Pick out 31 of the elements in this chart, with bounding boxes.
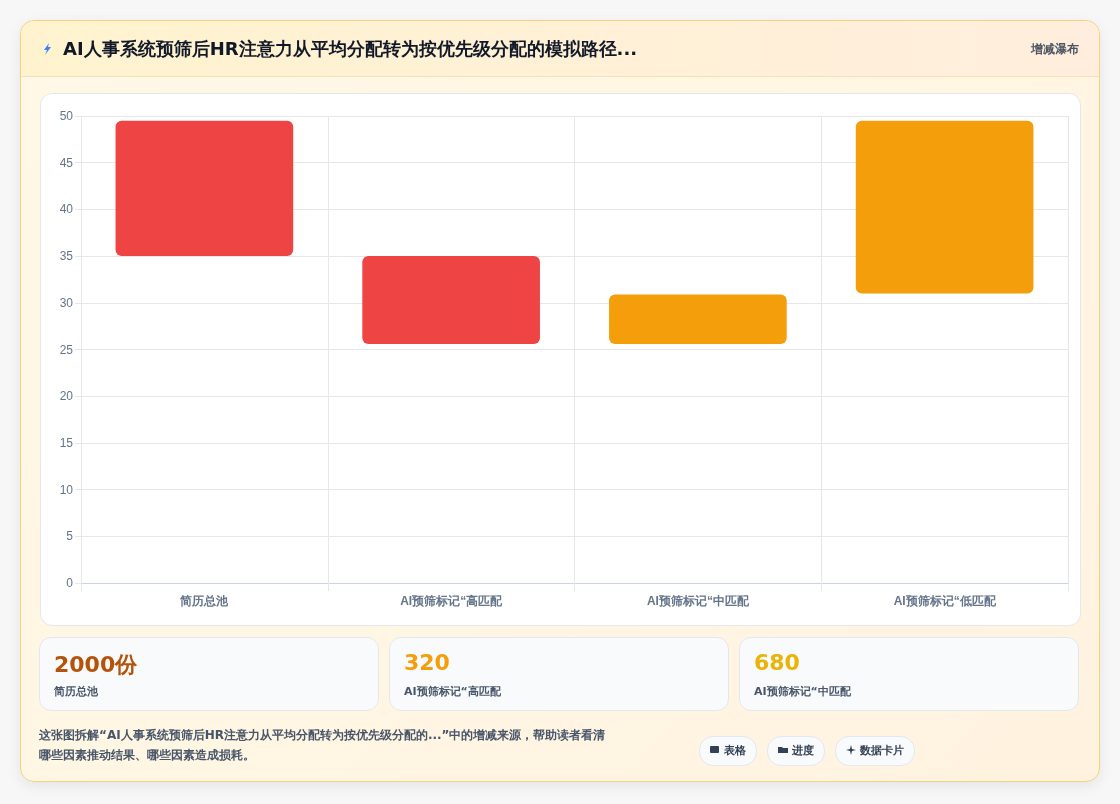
y-tick-label: 40 <box>59 202 74 217</box>
y-tick-label: 35 <box>59 249 74 264</box>
text: AI预筛标记“高匹配 <box>404 684 501 699</box>
x-tick-label: AI预筛标记“高匹配 <box>400 594 504 608</box>
text: 进度 <box>767 736 825 766</box>
text: 数据卡片 <box>835 736 915 766</box>
x-tick-label: 简历总池 <box>179 594 230 608</box>
y-tick-label: 15 <box>59 435 74 450</box>
y-tick-label: 25 <box>59 342 74 357</box>
text: AI预筛标记“中匹配 <box>754 684 851 699</box>
y-tick-label: 5 <box>66 529 74 544</box>
text: 2000份 <box>54 651 138 679</box>
chart-subtitle: 增减瀑布 <box>1031 41 1079 58</box>
bar <box>115 120 294 257</box>
x-tick-label: AI预筛标记“低匹配 <box>893 594 997 608</box>
x-tick-label: AI预筛标记“中匹配 <box>646 594 750 608</box>
chart-title: AI人事系统预筛后HR注意力从平均分配转为按优先级分配的模拟路径... <box>63 37 638 61</box>
y-tick-label: 30 <box>59 295 74 310</box>
bar <box>609 294 787 344</box>
text: 表格 <box>699 736 757 766</box>
bar <box>855 120 1034 294</box>
text: 简历总池 <box>54 684 98 699</box>
y-tick-label: 50 <box>59 109 74 123</box>
y-tick-label: 20 <box>59 389 74 404</box>
bar <box>362 256 540 344</box>
text: 这张图拆解“AI人事系统预筛后HR注意力从平均分配转为按优先级分配的...”中的增减来源，帮助读者看清哪些因素推动结果、哪些因素造成损耗。 <box>39 727 607 764</box>
text: 320 <box>404 650 450 675</box>
y-tick-label: 45 <box>59 155 74 170</box>
y-tick-label: 0 <box>66 576 74 590</box>
text: 680 <box>754 650 800 675</box>
y-tick-label: 10 <box>59 482 74 497</box>
